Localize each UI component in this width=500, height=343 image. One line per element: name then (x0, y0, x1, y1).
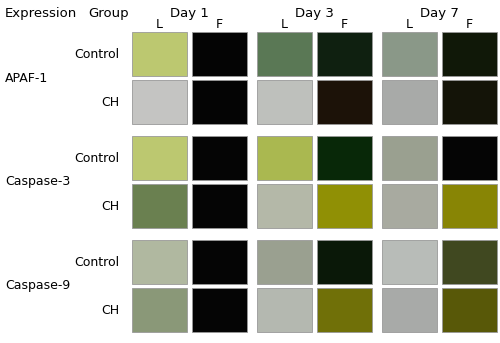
Bar (132, 184, 187, 228)
Text: Day 1: Day 1 (170, 7, 209, 20)
Text: Group: Group (88, 7, 128, 20)
Bar (317, 32, 372, 76)
Text: CH: CH (101, 200, 119, 213)
Bar (442, 32, 497, 76)
Bar (257, 32, 312, 76)
Bar (382, 32, 437, 76)
Bar (132, 288, 187, 332)
Bar (382, 80, 437, 124)
Bar (132, 136, 187, 180)
Text: CH: CH (101, 95, 119, 108)
Bar (382, 184, 437, 228)
Bar (442, 184, 497, 228)
Bar (192, 136, 247, 180)
Bar (132, 240, 187, 284)
Bar (382, 136, 437, 180)
Bar (317, 80, 372, 124)
Text: F: F (341, 18, 348, 31)
Bar (192, 32, 247, 76)
Text: CH: CH (101, 304, 119, 317)
Text: L: L (281, 18, 288, 31)
Bar (257, 136, 312, 180)
Bar (382, 288, 437, 332)
Bar (317, 240, 372, 284)
Bar (132, 80, 187, 124)
Text: Day 7: Day 7 (420, 7, 459, 20)
Bar (317, 184, 372, 228)
Bar (257, 184, 312, 228)
Bar (192, 240, 247, 284)
Bar (192, 184, 247, 228)
Bar (317, 136, 372, 180)
Bar (257, 80, 312, 124)
Bar (442, 240, 497, 284)
Bar (317, 288, 372, 332)
Bar (192, 288, 247, 332)
Text: Expression: Expression (5, 7, 77, 20)
Bar (382, 240, 437, 284)
Bar (442, 288, 497, 332)
Text: Day 3: Day 3 (295, 7, 334, 20)
Text: L: L (406, 18, 413, 31)
Bar (132, 32, 187, 76)
Text: Control: Control (74, 152, 119, 165)
Bar (257, 240, 312, 284)
Text: F: F (466, 18, 473, 31)
Bar (257, 288, 312, 332)
Bar (192, 80, 247, 124)
Bar (442, 136, 497, 180)
Text: APAF-1: APAF-1 (5, 71, 48, 84)
Text: Control: Control (74, 47, 119, 60)
Text: Control: Control (74, 256, 119, 269)
Text: Caspase-9: Caspase-9 (5, 280, 70, 293)
Text: F: F (216, 18, 223, 31)
Bar (442, 80, 497, 124)
Text: Caspase-3: Caspase-3 (5, 176, 70, 189)
Text: L: L (156, 18, 163, 31)
